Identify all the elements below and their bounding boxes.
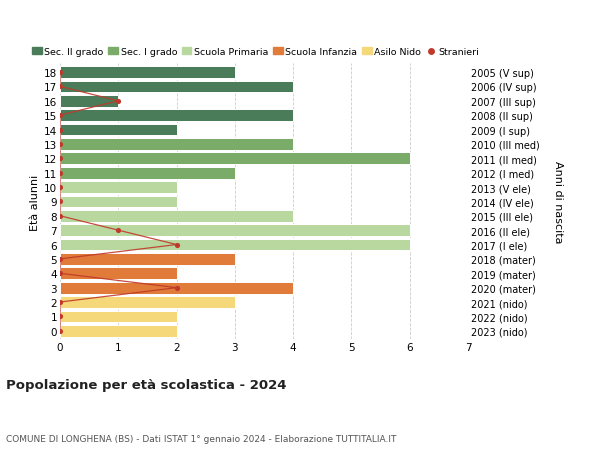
Point — [55, 198, 65, 206]
Bar — [60, 268, 176, 280]
Y-axis label: Età alunni: Età alunni — [30, 174, 40, 230]
Point — [55, 112, 65, 119]
Point — [172, 284, 181, 292]
Point — [113, 227, 123, 234]
Point — [55, 141, 65, 148]
Point — [55, 213, 65, 220]
Point — [55, 155, 65, 162]
Point — [113, 98, 123, 105]
Bar — [60, 239, 410, 251]
Bar — [60, 124, 176, 136]
Point — [55, 69, 65, 77]
Bar — [60, 110, 293, 122]
Point — [172, 241, 181, 249]
Point — [55, 270, 65, 277]
Bar — [60, 67, 235, 79]
Point — [55, 299, 65, 306]
Bar — [60, 253, 235, 265]
Point — [55, 313, 65, 320]
Point — [55, 169, 65, 177]
Point — [55, 256, 65, 263]
Y-axis label: Anni di nascita: Anni di nascita — [553, 161, 563, 243]
Point — [55, 84, 65, 91]
Text: COMUNE DI LONGHENA (BS) - Dati ISTAT 1° gennaio 2024 - Elaborazione TUTTITALIA.I: COMUNE DI LONGHENA (BS) - Dati ISTAT 1° … — [6, 434, 397, 442]
Bar — [60, 311, 176, 323]
Text: Popolazione per età scolastica - 2024: Popolazione per età scolastica - 2024 — [6, 378, 287, 391]
Bar — [60, 325, 176, 337]
Bar — [60, 282, 293, 294]
Bar — [60, 168, 235, 179]
Bar — [60, 81, 293, 93]
Point — [55, 327, 65, 335]
Point — [55, 127, 65, 134]
Bar — [60, 153, 410, 165]
Bar — [60, 139, 293, 151]
Bar — [60, 210, 293, 222]
Bar — [60, 196, 176, 208]
Bar — [60, 182, 176, 194]
Legend: Sec. II grado, Sec. I grado, Scuola Primaria, Scuola Infanzia, Asilo Nido, Stran: Sec. II grado, Sec. I grado, Scuola Prim… — [32, 48, 479, 57]
Bar — [60, 225, 410, 236]
Bar — [60, 297, 235, 308]
Bar — [60, 95, 118, 107]
Point — [55, 184, 65, 191]
